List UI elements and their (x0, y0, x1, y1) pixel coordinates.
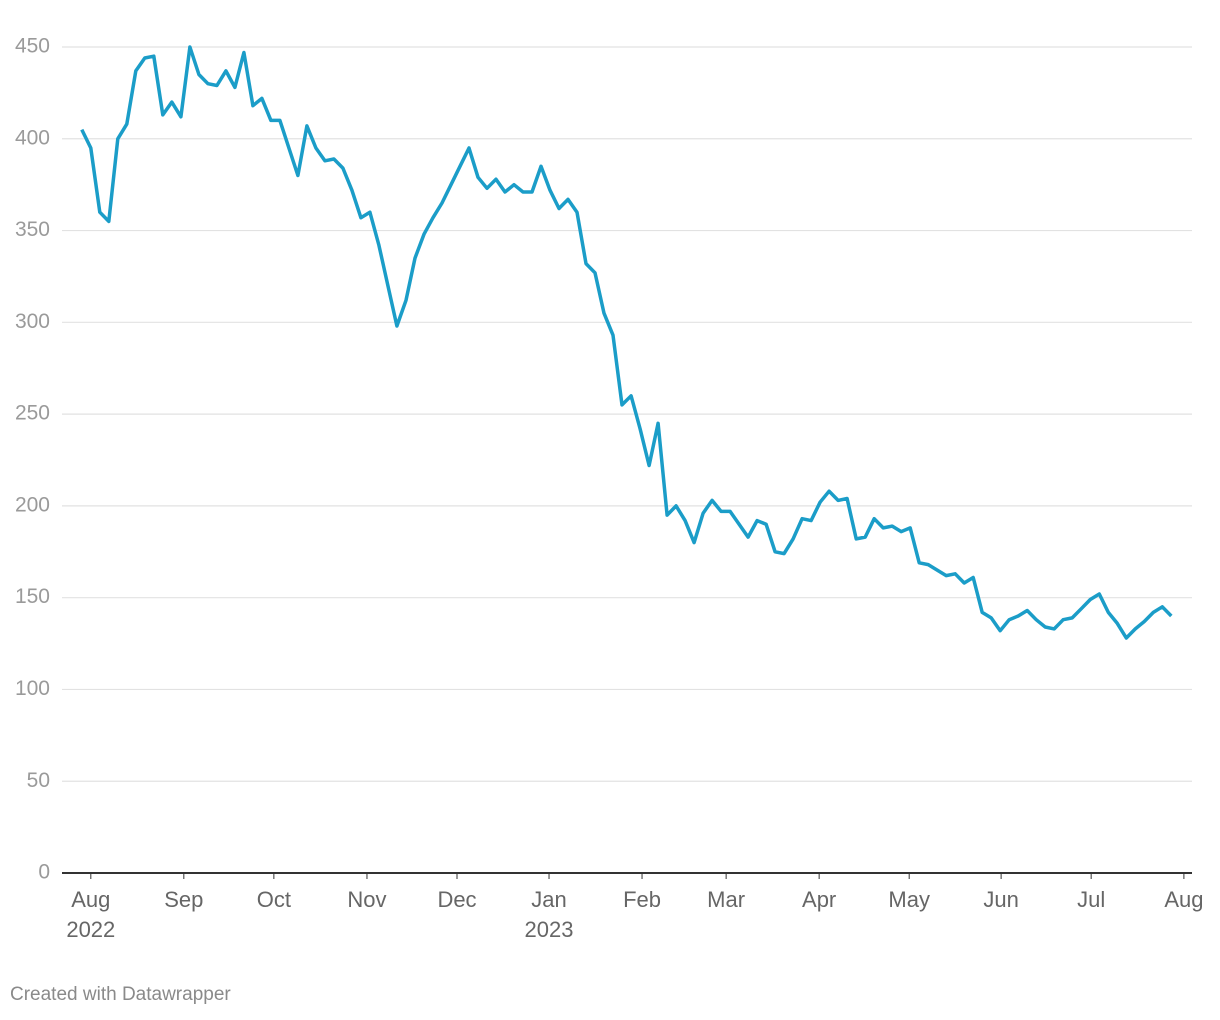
y-tick-label: 250 (15, 402, 50, 425)
y-tick-label: 0 (38, 861, 50, 884)
x-tick-label: Sep (164, 887, 204, 912)
y-tick-label: 350 (15, 218, 50, 241)
x-tick-label: Jan 2023 (524, 887, 574, 942)
x-tick-label: Aug 2022 (66, 887, 116, 942)
x-tick-label: Jul (1077, 887, 1106, 912)
x-tick-label: Apr (802, 887, 837, 912)
y-tick-label: 400 (15, 126, 50, 149)
x-tick-label: Feb (623, 887, 661, 912)
x-tick-label: Jun (983, 887, 1019, 912)
x-tick-label: Mar (707, 887, 746, 912)
y-tick-label: 200 (15, 493, 50, 516)
y-tick-label: 150 (15, 585, 50, 608)
x-tick-label: May (888, 887, 930, 912)
x-tick-label: Dec (437, 887, 477, 912)
x-tick-label: Oct (256, 887, 291, 912)
x-tick-label: Aug (1164, 887, 1204, 912)
y-tick-label: 300 (15, 310, 50, 333)
price-line (80, 45, 1173, 640)
y-tick-label: 100 (15, 677, 50, 700)
credit: Created with Datawrapper (10, 984, 231, 1005)
y-tick-label: 450 (15, 35, 50, 58)
y-tick-label: 50 (27, 769, 50, 792)
x-tick-label: Nov (347, 887, 387, 912)
